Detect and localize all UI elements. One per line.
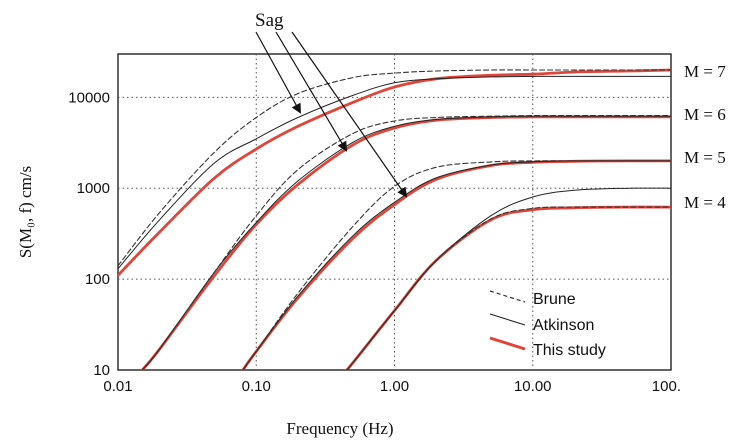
x-tick-label: 10.00 <box>514 378 552 395</box>
legend-label-this-study: This study <box>533 342 606 359</box>
legend: Brune Atkinson This study <box>489 290 606 359</box>
legend-swatch-this-study <box>489 336 526 351</box>
magnitude-label-m4: M = 4 <box>684 193 726 212</box>
magnitude-label-m6: M = 6 <box>684 105 726 124</box>
curves <box>118 68 671 370</box>
curve-m7-dashed <box>118 69 671 267</box>
x-axis-title: Frequency (Hz) <box>286 419 393 438</box>
sag-arrow-m5 <box>291 31 408 198</box>
sag-arrow-m7 <box>255 31 301 114</box>
x-tick-label: 0.01 <box>103 378 132 395</box>
grid-lines <box>118 54 671 370</box>
x-tick-label: 0.10 <box>242 378 271 395</box>
curve-m5-dashed <box>242 160 671 370</box>
legend-label-brune: Brune <box>533 291 576 308</box>
y-tick-label: 10 <box>93 362 110 379</box>
y-axis-ticks: 10 100 1000 10000 <box>68 89 110 379</box>
sag-arrow-m6 <box>275 31 348 152</box>
y-tick-label: 10000 <box>68 89 110 106</box>
y-tick-label: 1000 <box>77 180 110 197</box>
legend-swatch-brune <box>489 290 526 303</box>
legend-swatch-atkinson <box>489 313 526 326</box>
curve-m4-dashed <box>346 206 671 370</box>
curve-m7-solid <box>118 75 671 270</box>
curve-m6-dashed <box>141 115 671 370</box>
curve-m6-red <box>140 115 671 370</box>
y-axis-title: S(M₀, f) cm/s <box>16 166 35 258</box>
magnitude-label-m7: M = 7 <box>684 62 726 81</box>
x-tick-label: 100. <box>652 378 681 395</box>
sag-label: Sag <box>255 10 284 31</box>
legend-label-atkinson: Atkinson <box>533 317 594 334</box>
curve-m6-solid <box>141 115 671 370</box>
sag-annotation: Sag <box>255 10 408 198</box>
curve-m7-red <box>118 68 671 277</box>
x-axis-ticks: 0.01 0.10 1.00 10.00 100. <box>103 378 681 395</box>
x-tick-label: 1.00 <box>380 378 409 395</box>
magnitude-label-m5: M = 5 <box>684 148 726 167</box>
y-tick-label: 100 <box>85 271 110 288</box>
